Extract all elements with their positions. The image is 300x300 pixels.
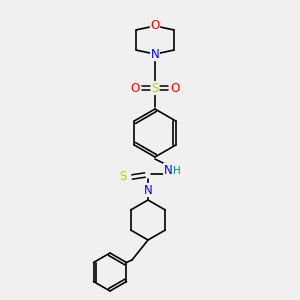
Text: S: S — [151, 82, 159, 94]
Text: N: N — [151, 48, 159, 61]
Text: O: O — [170, 82, 180, 94]
Text: S: S — [119, 170, 127, 184]
Text: N: N — [144, 184, 152, 196]
Text: O: O — [130, 82, 140, 94]
Text: N: N — [164, 164, 172, 176]
Text: O: O — [150, 20, 160, 32]
Text: H: H — [173, 166, 181, 176]
